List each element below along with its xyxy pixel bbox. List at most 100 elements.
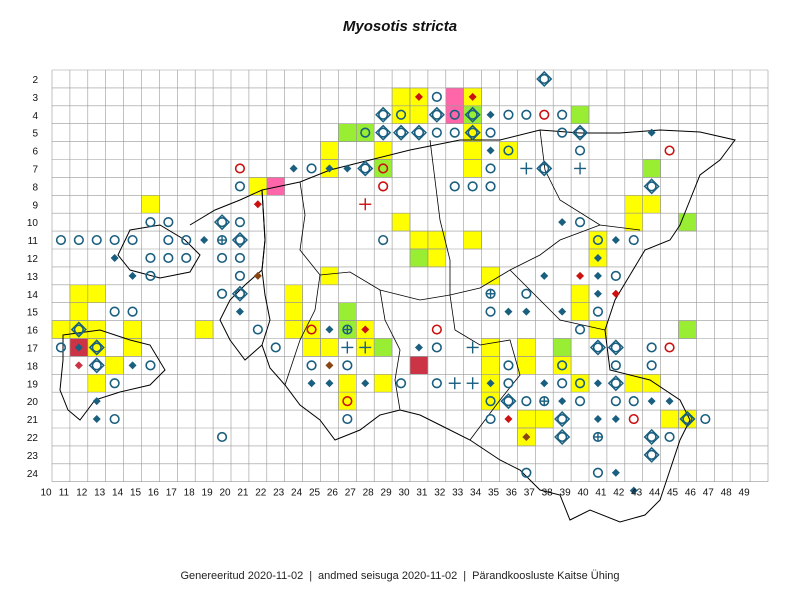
marker-plus [520,162,533,175]
marker-circle [592,306,604,317]
marker-diamond [486,146,495,155]
row-label: 17 [27,344,39,355]
marker-diamond-red [414,92,423,101]
row-label: 13 [27,272,39,283]
marker-circle-red [664,145,675,156]
marker-plus [341,341,354,354]
column-label: 45 [667,488,679,499]
marker-circle [521,288,532,299]
marker-plus [466,377,479,390]
marker-circle [574,396,586,407]
column-label: 25 [309,488,321,499]
marker-diamond-brown [325,361,334,370]
marker-diamond [289,164,298,173]
marker-ring-diamond [554,428,571,446]
marker-ring-cross [539,396,550,407]
column-label: 40 [577,488,589,499]
marker-circle [342,413,353,425]
grid-cell-green [373,159,393,178]
marker-circle [557,109,568,120]
marker-ring-cross [342,324,353,335]
row-label: 3 [32,93,38,104]
column-label: 37 [524,488,536,499]
marker-circle [557,127,568,138]
grid-cell-yellow [284,284,303,303]
occurrence-markers [55,70,711,495]
marker-diamond [593,253,602,262]
grid-cell-yellow [302,338,321,357]
grid-cell-yellow [320,266,339,286]
column-label: 39 [560,488,572,499]
row-label: 11 [28,236,39,247]
marker-plus [359,341,372,354]
marker-diamond [665,397,674,406]
row-label: 21 [27,415,39,426]
grid-cell-yellow [463,159,482,178]
marker-ring-diamond [500,393,517,410]
column-label: 19 [202,488,214,499]
row-label: 24 [27,469,39,480]
marker-ring-diamond [70,321,87,338]
marker-diamond [558,307,567,316]
row-label: 5 [32,129,38,140]
marker-circle [145,217,156,228]
marker-circle [449,127,460,138]
marker-ring-diamond [643,428,660,446]
column-label: 49 [739,488,751,499]
grid-cell-yellow [481,356,500,375]
marker-diamond-red [253,200,262,209]
marker-diamond [558,397,567,406]
marker-circle [449,109,460,120]
marker-diamond [235,307,244,316]
marker-circle-red [342,396,353,407]
country-borders [59,129,736,523]
grid-cell-yellow [427,248,447,268]
marker-diamond [486,379,495,388]
grid-cell-yellow [123,320,142,339]
marker-circle-red [539,109,550,120]
grid-cell-yellow [338,374,357,393]
grid-cell-darkred [409,356,429,375]
row-label: 6 [32,147,38,158]
marker-diamond [325,164,334,173]
marker-ring-diamond [607,375,624,392]
row-label: 22 [27,433,39,444]
grid-cell-yellow [409,230,429,250]
marker-circle [145,252,156,264]
grid-cell-yellow [391,105,411,124]
column-label: 42 [613,488,625,499]
marker-circle [431,378,442,389]
grid-cell-green [338,302,357,321]
grid-cell-yellow [517,338,536,357]
grid-cell-yellow [481,338,500,357]
marker-ring-diamond [213,214,231,231]
grid-cell-yellow [320,338,339,357]
grid-cell-green [552,338,572,357]
county-borders [284,129,641,441]
column-label: 36 [506,488,518,499]
marker-circle [503,360,514,371]
marker-diamond [593,271,602,280]
marker-circle [521,396,532,407]
marker-circle [503,378,514,389]
column-label: 21 [237,488,249,499]
column-label: 28 [363,488,375,499]
grid-cell-yellow [105,356,124,375]
marker-circle [700,413,711,425]
marker-circle [628,396,639,407]
grid-cell-green [678,320,697,339]
marker-circle [395,109,407,120]
marker-diamond [361,379,370,388]
marker-diamond [74,343,83,352]
marker-circle [467,181,478,192]
marker-circle [503,145,514,156]
marker-diamond-brown [522,432,531,441]
marker-circle [145,270,156,281]
grid-cell-yellow [248,177,268,196]
marker-diamond [414,343,423,352]
grid-cell-yellow [642,195,661,214]
grid-cell-yellow [373,374,393,393]
column-label: 12 [76,488,88,499]
marker-diamond-brown [253,271,262,280]
